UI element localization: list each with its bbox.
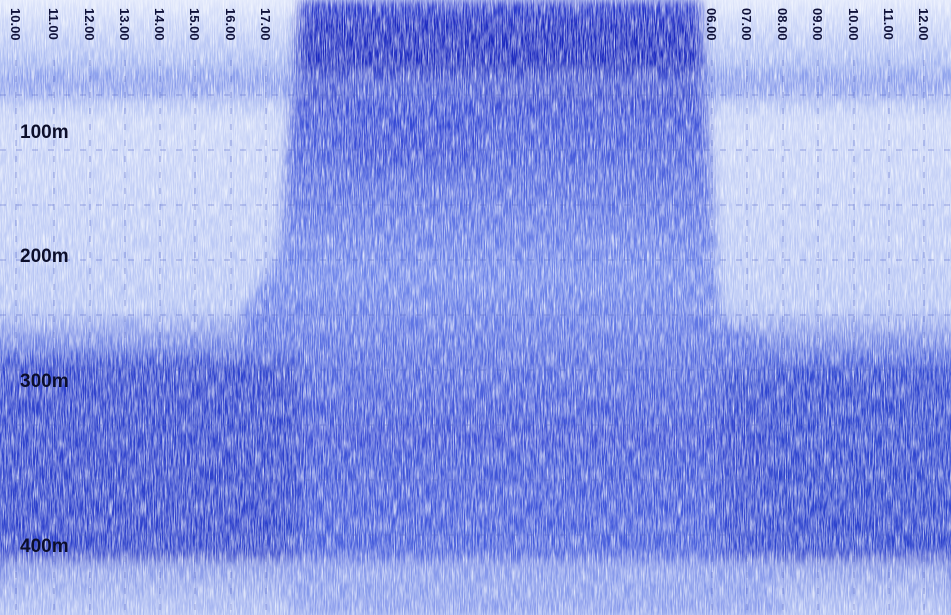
depth-label: 400m [20,536,69,557]
depth-label: 100m [20,122,69,143]
time-label: 06.00 [704,8,719,41]
time-label: 15.00 [187,8,202,41]
time-label: 14.00 [152,8,167,41]
time-label: 08.00 [775,8,790,41]
time-label: 09.00 [810,8,825,41]
depth-label: 300m [20,371,69,392]
time-label: 17.00 [258,8,273,41]
time-label: 07.00 [739,8,754,41]
time-label: 10.00 [8,8,23,41]
time-label: 11.00 [881,8,896,40]
time-label: 12.00 [916,8,931,41]
time-label: 13.00 [117,8,132,41]
time-label: 11.00 [46,8,61,40]
time-label: 10.00 [846,8,861,41]
time-label: 12.00 [82,8,97,41]
time-label: 16.00 [223,8,238,41]
echogram: 10.00 11.00 12.00 13.00 14.00 15.00 16.00 17.00… [0,0,951,615]
page: 10.00 11.00 12.00 13.00 14.00 15.00 16.00 17.00… [0,0,951,615]
depth-label: 200m [20,246,69,267]
texture [0,0,951,615]
